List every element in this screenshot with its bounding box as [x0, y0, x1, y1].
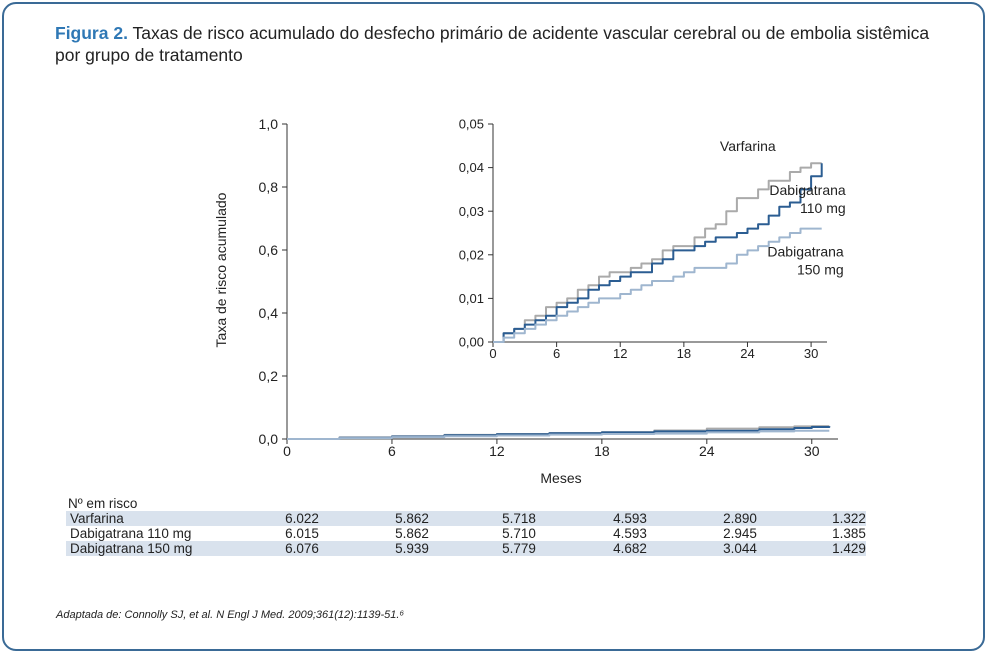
annotation-label: 150 mg — [797, 262, 844, 278]
main-x-axis-label: Meses — [540, 470, 581, 486]
x-tick-label: 6 — [553, 346, 560, 361]
x-tick-label: 18 — [594, 443, 610, 459]
y-tick-label: 0,0 — [259, 431, 279, 447]
risk-row-dabigatrana-110: Dabigatrana 110 mg 6.015 5.862 5.710 4.5… — [66, 526, 866, 541]
risk-value: 3.044 — [723, 541, 757, 556]
x-tick-label: 30 — [804, 443, 820, 459]
y-tick-label: 0,4 — [259, 305, 279, 321]
risk-value: 5.718 — [502, 511, 536, 526]
risk-table-title: Nº em risco — [68, 496, 138, 511]
y-tick-label: 0,03 — [459, 204, 484, 219]
risk-value: 5.710 — [502, 526, 536, 541]
figure-title-text: Taxas de risco acumulado do desfecho pri… — [55, 23, 930, 65]
risk-value: 4.682 — [613, 541, 647, 556]
x-tick-label: 12 — [613, 346, 627, 361]
figure-title: Figura 2. Taxas de risco acumulado do de… — [55, 22, 955, 66]
risk-value: 2.890 — [723, 511, 757, 526]
series-line-dabigatrana-110-mg — [493, 163, 823, 343]
risk-value: 6.022 — [285, 511, 319, 526]
risk-value: 1.429 — [832, 541, 866, 556]
risk-row-varfarina: Varfarina 6.022 5.862 5.718 4.593 2.890 … — [66, 511, 866, 526]
x-tick-label: 0 — [283, 443, 291, 459]
main-chart-axes: 0,0 0,2 0,4 0,6 0,8 1,0 0 6 12 18 24 30 — [259, 116, 838, 459]
y-tick-label: 0,2 — [259, 368, 279, 384]
y-tick-label: 0,04 — [459, 160, 484, 175]
annotation-label: Varfarina — [720, 138, 776, 154]
y-tick-label: 0,02 — [459, 247, 484, 262]
risk-value: 6.076 — [285, 541, 319, 556]
risk-value: 2.945 — [723, 526, 757, 541]
annotation-label: Dabigatrana — [767, 244, 843, 260]
risk-table: Nº em risco Varfarina 6.022 5.862 5.718 … — [66, 496, 866, 556]
x-tick-label: 24 — [740, 346, 754, 361]
risk-value: 5.862 — [395, 526, 429, 541]
x-tick-label: 30 — [804, 346, 818, 361]
x-tick-label: 24 — [699, 443, 715, 459]
x-tick-label: 12 — [489, 443, 505, 459]
inset-chart-series — [493, 162, 823, 343]
y-tick-label: 0,8 — [259, 179, 279, 195]
annotation-label: 110 mg — [800, 200, 846, 216]
risk-value: 1.322 — [832, 511, 866, 526]
y-tick-label: 0,00 — [459, 335, 484, 350]
y-tick-label: 0,01 — [459, 291, 484, 306]
risk-row-label: Dabigatrana 150 mg — [70, 541, 193, 556]
risk-value: 4.593 — [613, 526, 647, 541]
source-citation: Adaptada de: Connolly SJ, et al. N Engl … — [56, 609, 405, 621]
series-line-dabigatrana-150-mg — [493, 227, 822, 343]
x-tick-label: 18 — [677, 346, 691, 361]
annotation-label: Dabigatrana — [769, 182, 845, 198]
y-tick-label: 0,6 — [259, 242, 279, 258]
chart-svg: 0,0 0,2 0,4 0,6 0,8 1,0 0 6 12 18 24 30 Taxa de ris… — [213, 116, 846, 486]
y-tick-label: 1,0 — [259, 116, 279, 132]
y-tick-label: 0,05 — [459, 117, 484, 132]
risk-value: 1.385 — [832, 526, 866, 541]
inset-chart-axes: 0,00 0,01 0,02 0,03 0,04 0,05 0 6 12 18 24 30 — [459, 117, 827, 361]
risk-value: 5.862 — [395, 511, 429, 526]
risk-row-label: Dabigatrana 110 mg — [70, 526, 192, 541]
risk-value: 5.779 — [502, 541, 536, 556]
x-tick-label: 6 — [388, 443, 396, 459]
x-tick-label: 0 — [489, 346, 496, 361]
risk-value: 6.015 — [285, 526, 319, 541]
risk-row-label: Varfarina — [70, 511, 124, 526]
risk-value: 5.939 — [395, 541, 429, 556]
figure-label: Figura 2. — [55, 23, 128, 43]
series-line-varfarina — [493, 162, 822, 343]
main-y-axis-label: Taxa de risco acumulado — [213, 192, 229, 347]
main-chart-series — [287, 425, 831, 440]
series-line-dabigatrana-150-mg — [287, 429, 830, 440]
inset-annotations: Varfarina Dabigatrana 110 mg Dabigatrana 150… — [720, 138, 846, 277]
risk-value: 4.593 — [613, 511, 647, 526]
risk-row-dabigatrana-150: Dabigatrana 150 mg 6.076 5.939 5.779 4.6… — [66, 541, 866, 556]
